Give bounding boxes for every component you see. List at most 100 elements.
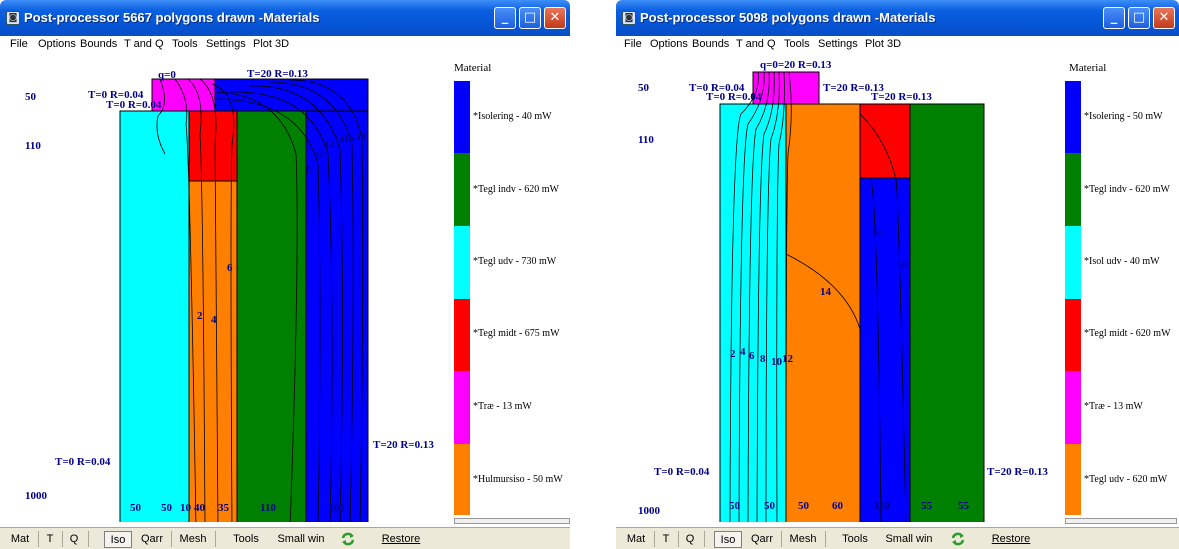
menu-options[interactable]: Options xyxy=(650,38,688,50)
menu-file[interactable]: File xyxy=(10,38,28,50)
legend-swatch-trae xyxy=(454,371,470,444)
dim-label: 50 xyxy=(130,502,141,514)
title-bar[interactable]: ◙ Post-processor 5098 polygons drawn -Ma… xyxy=(616,0,1179,36)
legend-title: Material xyxy=(1069,62,1107,74)
small-win-button[interactable]: Small win xyxy=(885,533,933,545)
window-left: ◙ Post-processor 5667 polygons drawn -Ma… xyxy=(0,0,570,549)
q-button[interactable]: Q xyxy=(685,533,695,545)
legend-label: *Isol udv - 40 mW xyxy=(1084,256,1160,267)
material-tegl-midt xyxy=(859,103,911,179)
app-icon: ◙ xyxy=(622,11,636,25)
menu-tools[interactable]: Tools xyxy=(172,38,198,50)
menu-options[interactable]: Options xyxy=(38,38,76,50)
boundary-right-top: T=20 R=0.13 xyxy=(871,91,932,103)
menu-settings[interactable]: Settings xyxy=(818,38,858,50)
tools-button[interactable]: Tools xyxy=(233,533,259,545)
mat-button[interactable]: Mat xyxy=(626,533,646,545)
menu-bar: File Options Bounds T and Q Tools Settin… xyxy=(616,36,1179,54)
qarr-button[interactable]: Qarr xyxy=(751,533,773,545)
boundary-upper-left-2: T=0 R=0.04 xyxy=(106,99,162,111)
maximize-button[interactable]: □ xyxy=(519,7,541,29)
legend-swatch-trae xyxy=(1065,371,1081,444)
y-label-110: 110 xyxy=(25,140,41,152)
menu-bounds[interactable]: Bounds xyxy=(692,38,730,50)
restore-button[interactable]: Restore xyxy=(991,533,1031,545)
legend: *Isolering - 50 mW *Tegl indv - 620 mW *… xyxy=(1065,81,1179,524)
refresh-icon[interactable] xyxy=(950,531,966,547)
iso-label: 16 xyxy=(344,134,354,145)
maximize-button[interactable]: □ xyxy=(1128,7,1150,29)
legend-label: *Isolering - 40 mW xyxy=(473,111,552,122)
horizontal-scrollbar[interactable] xyxy=(454,518,570,524)
drawing-canvas[interactable]: q=0 T=20 R=0.13 T=0 R=0.04 T=0 R=0.04 T=… xyxy=(0,54,570,524)
restore-button[interactable]: Restore xyxy=(381,533,421,545)
menu-tools[interactable]: Tools xyxy=(784,38,810,50)
legend-label: *Tegl midt - 620 mW xyxy=(1084,328,1171,339)
q-button[interactable]: Q xyxy=(69,533,79,545)
mat-button[interactable]: Mat xyxy=(10,533,30,545)
boundary-top-q: q=0=20 R=0.13 xyxy=(760,59,832,71)
dim-label: 100 xyxy=(328,502,345,514)
iso-label: 10 xyxy=(771,356,782,368)
menu-plot-3d[interactable]: Plot 3D xyxy=(865,38,902,50)
isotherm-lines xyxy=(156,78,364,522)
material-tegl-udv xyxy=(119,110,190,522)
bottom-toolbar: Mat T Q Iso Qarr Mesh Tools Small win Re… xyxy=(616,527,1179,549)
iso-label: 6 xyxy=(227,262,233,274)
legend-swatch-hulmursiso xyxy=(454,444,470,515)
boundary-upper-left-1: T=0 R=0.04 xyxy=(88,89,144,101)
refresh-icon[interactable] xyxy=(340,531,356,547)
dim-label: 50 xyxy=(729,500,740,512)
material-tegl-udv xyxy=(785,103,861,522)
y-label-50: 50 xyxy=(638,82,649,94)
mesh-button[interactable]: Mesh xyxy=(789,533,817,545)
horizontal-scrollbar[interactable] xyxy=(1065,518,1177,524)
minimize-button[interactable]: _ xyxy=(494,7,516,29)
toolbar-separator xyxy=(704,531,705,547)
boundary-right: T=20 R=0.13 xyxy=(373,439,434,451)
title-bar[interactable]: ◙ Post-processor 5667 polygons drawn -Ma… xyxy=(0,0,570,36)
t-button[interactable]: T xyxy=(46,533,54,545)
menu-settings[interactable]: Settings xyxy=(206,38,246,50)
drawing-canvas[interactable]: q=0=20 R=0.13 T=20 R=0.13 T=0 R=0.04 T=0… xyxy=(616,54,1179,524)
t-button[interactable]: T xyxy=(662,533,670,545)
qarr-button[interactable]: Qarr xyxy=(141,533,163,545)
dim-label: 55 xyxy=(958,500,969,512)
legend-label: *Tegl indv - 620 mW xyxy=(1084,184,1170,195)
tools-button[interactable]: Tools xyxy=(842,533,868,545)
iso-label: 2 xyxy=(730,348,736,360)
small-win-button[interactable]: Small win xyxy=(277,533,325,545)
close-button[interactable]: ✕ xyxy=(544,7,566,29)
legend-swatch-tegl-midt xyxy=(454,299,470,371)
menu-file[interactable]: File xyxy=(624,38,642,50)
dim-label: 55 xyxy=(921,500,932,512)
menu-t-and-q[interactable]: T and Q xyxy=(736,38,776,50)
iso-button[interactable]: Iso xyxy=(104,531,132,548)
iso-label: 4 xyxy=(740,346,746,358)
y-label-1000: 1000 xyxy=(638,505,660,517)
iso-label: 6 xyxy=(749,350,755,362)
dim-label: 50 xyxy=(798,500,809,512)
toolbar-separator xyxy=(678,531,679,547)
dim-label: 110 xyxy=(260,502,276,514)
legend: *Isolering - 40 mW *Tegl indv - 620 mW *… xyxy=(454,81,570,524)
mesh-button[interactable]: Mesh xyxy=(179,533,207,545)
y-label-110: 110 xyxy=(638,134,654,146)
menu-plot-3d[interactable]: Plot 3D xyxy=(253,38,290,50)
menu-t-and-q[interactable]: T and Q xyxy=(124,38,164,50)
close-button[interactable]: ✕ xyxy=(1153,7,1175,29)
legend-label: *Tegl indv - 620 mW xyxy=(473,184,559,195)
legend-swatch-isolering xyxy=(1065,81,1081,153)
legend-swatch-isol-udv xyxy=(1065,226,1081,299)
app-icon: ◙ xyxy=(6,11,20,25)
iso-button[interactable]: Iso xyxy=(714,531,742,548)
window-title: Post-processor 5667 polygons drawn -Mate… xyxy=(24,10,320,25)
menu-bounds[interactable]: Bounds xyxy=(80,38,118,50)
toolbar-separator xyxy=(654,531,655,547)
iso-label: 12 xyxy=(782,353,793,365)
minimize-button[interactable]: _ xyxy=(1103,7,1125,29)
iso-label: 16 xyxy=(871,228,881,239)
iso-label: 18 xyxy=(356,132,366,143)
legend-swatch-tegl-midt xyxy=(1065,299,1081,371)
iso-label: 18 xyxy=(897,260,907,271)
